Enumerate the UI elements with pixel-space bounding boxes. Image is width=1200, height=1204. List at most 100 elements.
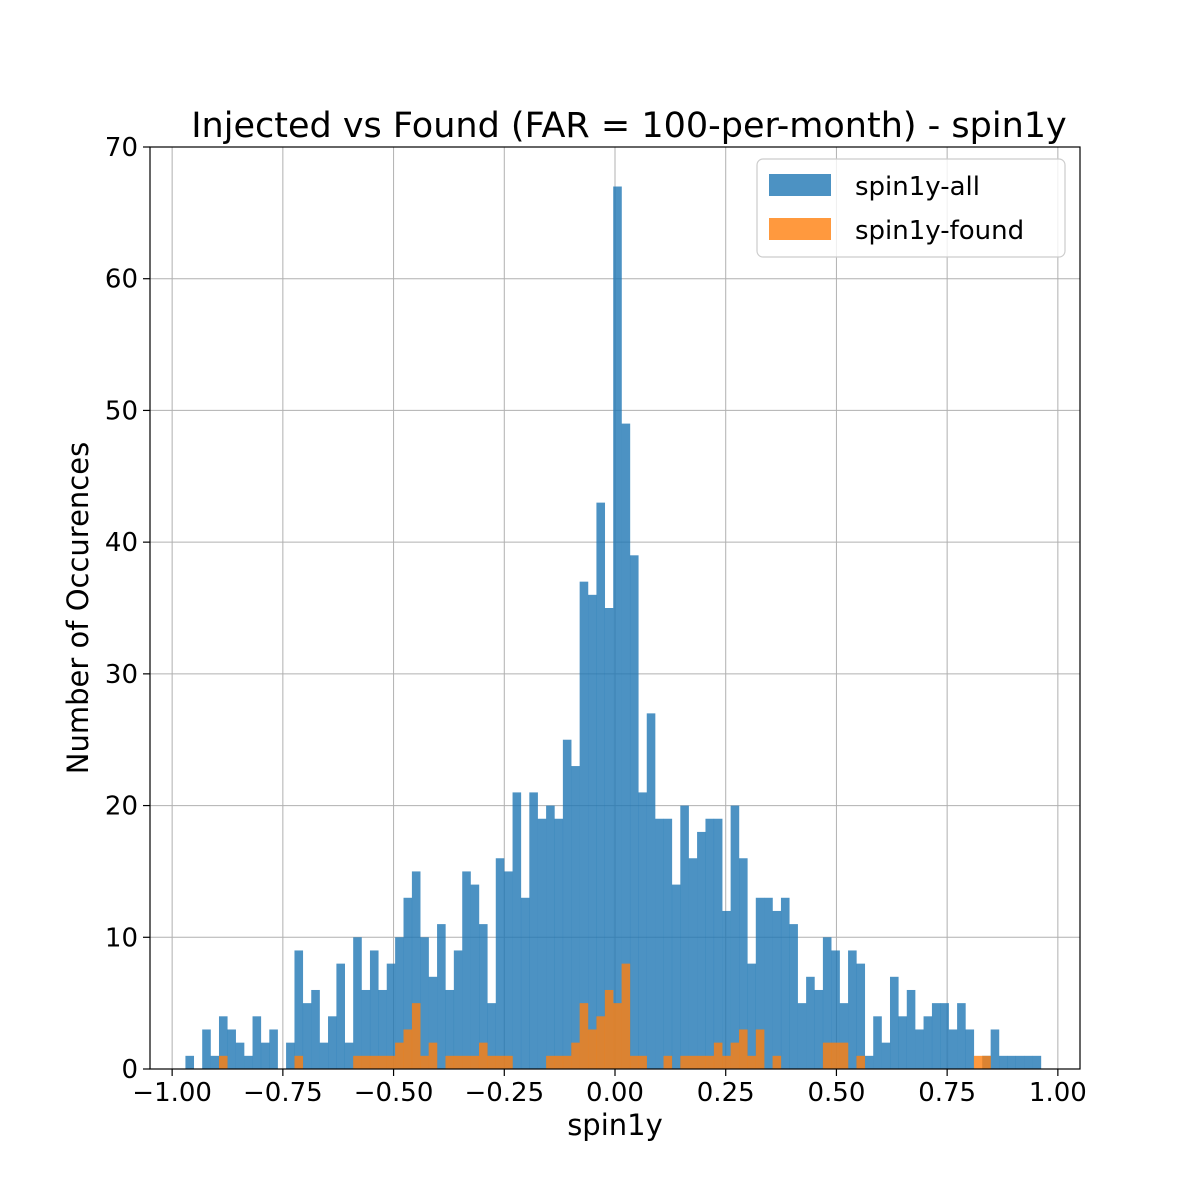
bar-spin1y-found <box>705 1055 715 1069</box>
bar-spin1y-found <box>604 989 614 1069</box>
bar-spin1y-all <box>780 897 790 1069</box>
bar-spin1y-all <box>537 818 547 1069</box>
bar-spin1y-all <box>235 1042 245 1069</box>
bar-spin1y-found <box>487 1055 496 1069</box>
bar-spin1y-all <box>747 963 756 1069</box>
bar-spin1y-found <box>755 1029 765 1069</box>
bar-spin1y-all <box>478 924 488 1069</box>
bar-spin1y-all <box>604 608 614 1069</box>
y-tick-label: 30 <box>105 660 138 690</box>
bar-spin1y-all <box>395 937 404 1069</box>
bar-spin1y-all <box>948 1029 958 1069</box>
bar-spin1y-all <box>361 989 371 1069</box>
x-tick-label: −0.75 <box>243 1078 323 1108</box>
bar-spin1y-all <box>990 1029 1000 1069</box>
bar-spin1y-all <box>806 976 815 1069</box>
bar-spin1y-found <box>361 1055 371 1069</box>
bar-spin1y-found <box>688 1055 698 1069</box>
bar-spin1y-found <box>638 1055 647 1069</box>
bar-spin1y-all <box>504 871 513 1069</box>
bar-spin1y-found <box>470 1055 480 1069</box>
bar-spin1y-all <box>931 1003 941 1069</box>
x-tick-label: −0.50 <box>354 1078 434 1108</box>
bar-spin1y-all <box>923 1016 933 1069</box>
bar-spin1y-found <box>378 1055 387 1069</box>
bar-spin1y-all <box>378 989 387 1069</box>
bar-spin1y-found <box>386 1055 396 1069</box>
bar-spin1y-all <box>252 1016 262 1069</box>
bar-spin1y-all <box>411 871 421 1069</box>
bar-spin1y-all <box>546 805 555 1069</box>
bar-spin1y-found <box>504 1055 513 1069</box>
bar-spin1y-found <box>462 1055 471 1069</box>
bar-spin1y-all <box>353 937 362 1069</box>
bar-spin1y-found <box>369 1055 379 1069</box>
bar-spin1y-all <box>864 1055 874 1069</box>
y-tick-label: 50 <box>105 396 138 426</box>
bar-spin1y-all <box>957 1003 966 1069</box>
y-tick-label: 40 <box>105 528 138 558</box>
bar-spin1y-found <box>562 1055 572 1069</box>
bar-spin1y-all <box>470 884 480 1069</box>
bar-spin1y-found <box>772 1055 782 1069</box>
x-tick-label: −1.00 <box>132 1078 212 1108</box>
bar-spin1y-all <box>848 950 857 1069</box>
bar-spin1y-all <box>185 1055 195 1069</box>
legend-swatch-spin1y-all <box>769 174 831 196</box>
bar-spin1y-found <box>713 1042 723 1069</box>
y-axis-ticks: 0 10 20 30 40 50 60 70 <box>105 133 150 1085</box>
bar-spin1y-all <box>202 1029 211 1069</box>
bar-spin1y-all <box>789 924 798 1069</box>
bar-spin1y-found <box>982 1055 991 1069</box>
bar-spin1y-all <box>764 897 773 1069</box>
bar-spin1y-found <box>453 1055 463 1069</box>
bar-spin1y-all <box>889 976 899 1069</box>
bar-spin1y-all <box>302 1003 312 1069</box>
series-spin1y-found <box>218 963 991 1069</box>
bar-spin1y-found <box>697 1055 706 1069</box>
bar-spin1y-all <box>705 818 715 1069</box>
histogram-bars <box>185 186 1042 1070</box>
bar-spin1y-all <box>445 989 455 1069</box>
bar-spin1y-all <box>588 594 597 1069</box>
x-tick-label: −0.25 <box>464 1078 544 1108</box>
bar-spin1y-found <box>445 1055 455 1069</box>
bar-spin1y-found <box>822 1042 832 1069</box>
bar-spin1y-all <box>529 792 538 1069</box>
bar-spin1y-found <box>294 1055 304 1069</box>
bar-spin1y-all <box>369 950 379 1069</box>
bar-spin1y-found <box>395 1042 404 1069</box>
bar-spin1y-all <box>621 423 631 1070</box>
bar-spin1y-found <box>831 1042 840 1069</box>
bar-spin1y-all <box>403 897 413 1069</box>
bar-spin1y-all <box>814 989 824 1069</box>
x-axis-ticks: −1.00 −0.75 −0.50 −0.25 0.00 0.25 0.50 0.75 1.00 <box>132 1069 1087 1108</box>
bar-spin1y-all <box>663 818 673 1069</box>
bar-spin1y-all <box>462 871 471 1069</box>
bar-spin1y-all <box>218 1016 228 1069</box>
bar-spin1y-found <box>839 1042 849 1069</box>
bar-spin1y-all <box>512 792 522 1069</box>
legend-swatch-spin1y-found <box>769 218 831 240</box>
bar-spin1y-found <box>747 1055 756 1069</box>
bar-spin1y-all <box>629 555 639 1069</box>
bar-spin1y-all <box>831 950 840 1069</box>
bar-spin1y-all <box>772 910 782 1069</box>
bar-spin1y-all <box>822 937 832 1069</box>
y-tick-label: 60 <box>105 265 138 295</box>
bar-spin1y-found <box>629 1055 639 1069</box>
bar-spin1y-found <box>546 1055 555 1069</box>
bar-spin1y-all <box>453 950 463 1069</box>
y-tick-label: 70 <box>105 133 138 163</box>
bar-spin1y-all <box>260 1042 270 1069</box>
bar-spin1y-all <box>487 1003 496 1069</box>
legend: spin1y-all spin1y-found <box>756 158 1066 258</box>
x-tick-label: 0.00 <box>586 1078 644 1108</box>
bar-spin1y-all <box>940 1003 949 1069</box>
bar-spin1y-all <box>915 1029 924 1069</box>
bar-spin1y-found <box>420 1055 429 1069</box>
bar-spin1y-all <box>579 581 589 1069</box>
y-axis-label: Number of Occurences <box>61 442 95 774</box>
bar-spin1y-all <box>688 858 698 1069</box>
bar-spin1y-all <box>999 1055 1008 1069</box>
